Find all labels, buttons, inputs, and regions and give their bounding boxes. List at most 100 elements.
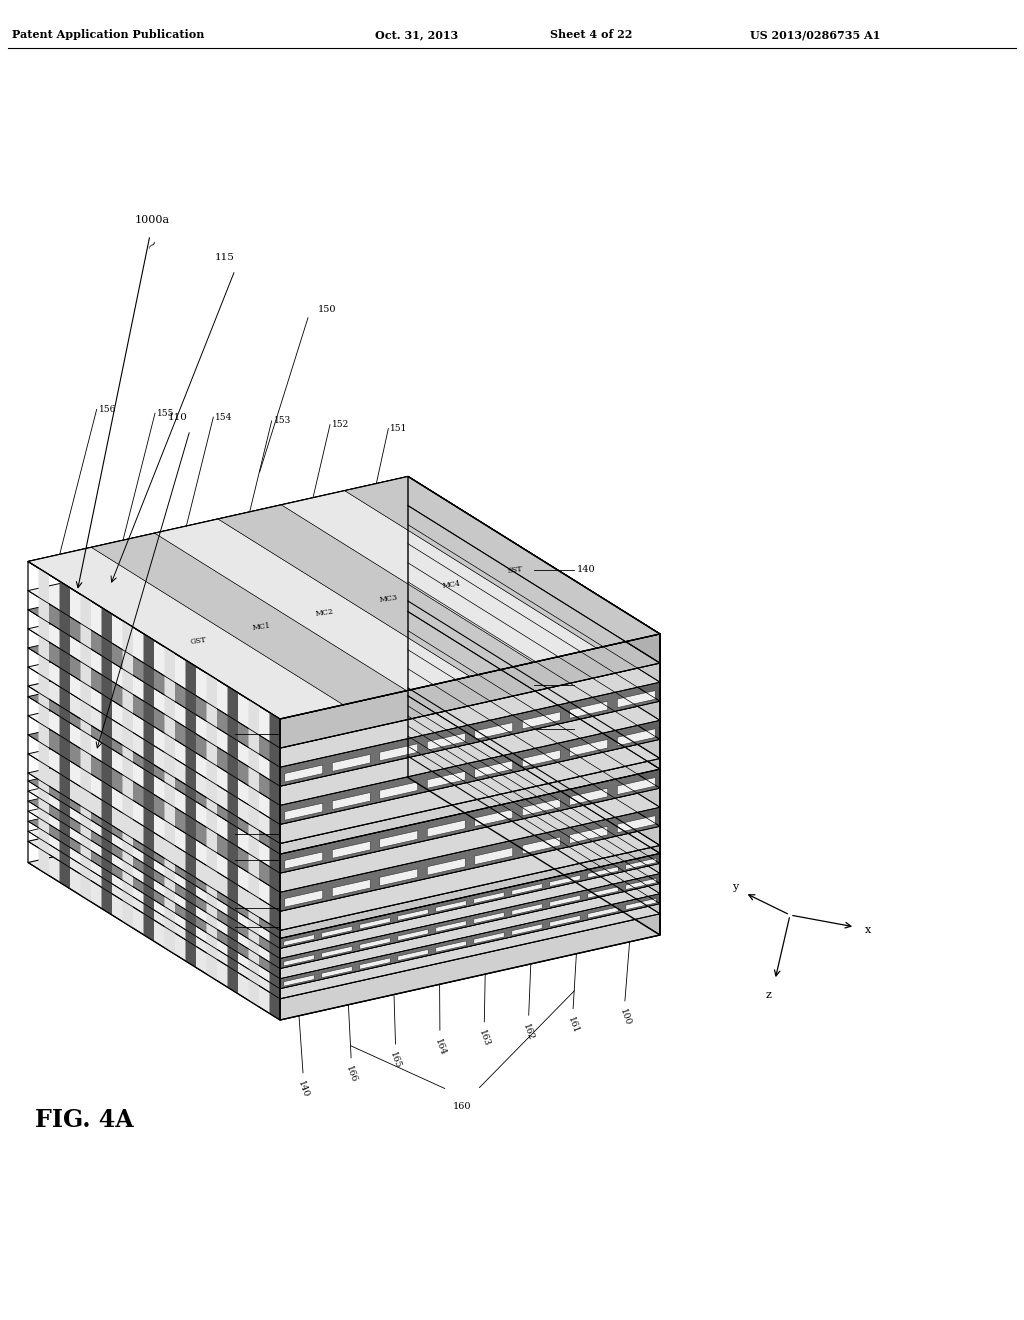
- Polygon shape: [28, 548, 343, 719]
- Polygon shape: [408, 688, 660, 854]
- Text: FIG. 4A: FIG. 4A: [35, 1107, 133, 1133]
- Text: 105: 105: [577, 681, 596, 689]
- Polygon shape: [28, 477, 660, 719]
- Polygon shape: [550, 875, 581, 887]
- Polygon shape: [285, 803, 323, 820]
- Text: 162: 162: [521, 1022, 536, 1041]
- Polygon shape: [408, 737, 660, 904]
- Polygon shape: [626, 878, 656, 890]
- Polygon shape: [408, 669, 660, 845]
- Polygon shape: [28, 611, 660, 854]
- Polygon shape: [280, 788, 660, 892]
- Polygon shape: [280, 874, 660, 969]
- Polygon shape: [123, 620, 133, 928]
- Polygon shape: [322, 927, 352, 937]
- Polygon shape: [284, 935, 314, 946]
- Text: Sheet 4 of 22: Sheet 4 of 22: [550, 29, 633, 41]
- Polygon shape: [81, 594, 91, 902]
- Text: 125: 125: [215, 829, 232, 838]
- Text: 116: 116: [577, 723, 596, 733]
- Polygon shape: [59, 581, 70, 888]
- Polygon shape: [626, 899, 656, 909]
- Polygon shape: [512, 924, 542, 935]
- Polygon shape: [359, 937, 390, 949]
- Text: 170: 170: [215, 729, 232, 738]
- Polygon shape: [28, 544, 660, 787]
- Text: 152: 152: [332, 420, 349, 429]
- Polygon shape: [28, 669, 660, 911]
- Polygon shape: [28, 631, 660, 874]
- Polygon shape: [397, 929, 428, 941]
- Polygon shape: [408, 601, 660, 770]
- Polygon shape: [28, 706, 660, 949]
- Polygon shape: [39, 568, 49, 875]
- Polygon shape: [408, 582, 660, 759]
- Text: MC4: MC4: [442, 579, 461, 590]
- Polygon shape: [28, 746, 660, 989]
- Polygon shape: [380, 781, 418, 799]
- Polygon shape: [28, 601, 660, 843]
- Polygon shape: [284, 975, 314, 986]
- Polygon shape: [474, 932, 504, 944]
- Polygon shape: [280, 854, 660, 949]
- Polygon shape: [28, 696, 660, 939]
- Text: Oct. 31, 2013: Oct. 31, 2013: [375, 29, 459, 41]
- Text: US 2013/0286735 A1: US 2013/0286735 A1: [750, 29, 881, 41]
- Polygon shape: [280, 904, 660, 999]
- Text: 160: 160: [454, 1102, 472, 1110]
- Polygon shape: [427, 820, 465, 837]
- Polygon shape: [588, 867, 618, 878]
- Polygon shape: [280, 845, 660, 939]
- Polygon shape: [569, 701, 608, 718]
- Polygon shape: [332, 841, 371, 858]
- Polygon shape: [475, 760, 513, 777]
- Polygon shape: [427, 858, 465, 875]
- Text: 151: 151: [390, 424, 408, 433]
- Polygon shape: [249, 700, 259, 1007]
- Text: 164: 164: [433, 1038, 447, 1056]
- Polygon shape: [475, 722, 513, 739]
- Text: MC1: MC1: [252, 622, 271, 632]
- Text: 165: 165: [388, 1051, 402, 1071]
- Polygon shape: [617, 777, 655, 795]
- Polygon shape: [408, 631, 660, 808]
- Polygon shape: [408, 544, 660, 721]
- Polygon shape: [280, 663, 660, 767]
- Polygon shape: [588, 907, 618, 919]
- Polygon shape: [617, 729, 655, 746]
- Polygon shape: [359, 958, 390, 969]
- Text: 1000a: 1000a: [135, 215, 170, 224]
- Text: MC3: MC3: [379, 593, 398, 603]
- Polygon shape: [475, 847, 513, 865]
- Polygon shape: [408, 506, 660, 682]
- Polygon shape: [143, 634, 154, 941]
- Polygon shape: [28, 649, 660, 892]
- Polygon shape: [28, 777, 660, 1020]
- Text: GST: GST: [189, 636, 207, 645]
- Polygon shape: [397, 909, 428, 920]
- Polygon shape: [280, 913, 660, 1020]
- Polygon shape: [28, 688, 660, 931]
- Polygon shape: [569, 788, 608, 805]
- Polygon shape: [284, 954, 314, 966]
- Polygon shape: [408, 746, 660, 913]
- Polygon shape: [280, 826, 660, 931]
- Polygon shape: [28, 506, 660, 748]
- Polygon shape: [408, 706, 660, 874]
- Text: z: z: [765, 990, 771, 1001]
- Text: 150: 150: [318, 305, 337, 314]
- Polygon shape: [408, 562, 660, 739]
- Text: 130: 130: [215, 903, 232, 912]
- Polygon shape: [408, 726, 660, 894]
- Polygon shape: [474, 912, 504, 924]
- Polygon shape: [408, 756, 660, 935]
- Polygon shape: [28, 737, 660, 978]
- Polygon shape: [522, 799, 560, 816]
- Polygon shape: [282, 491, 597, 663]
- Polygon shape: [280, 682, 660, 787]
- Text: y: y: [732, 882, 738, 892]
- Polygon shape: [28, 562, 660, 805]
- Polygon shape: [280, 770, 660, 874]
- Polygon shape: [436, 921, 466, 932]
- Text: 135: 135: [215, 923, 232, 931]
